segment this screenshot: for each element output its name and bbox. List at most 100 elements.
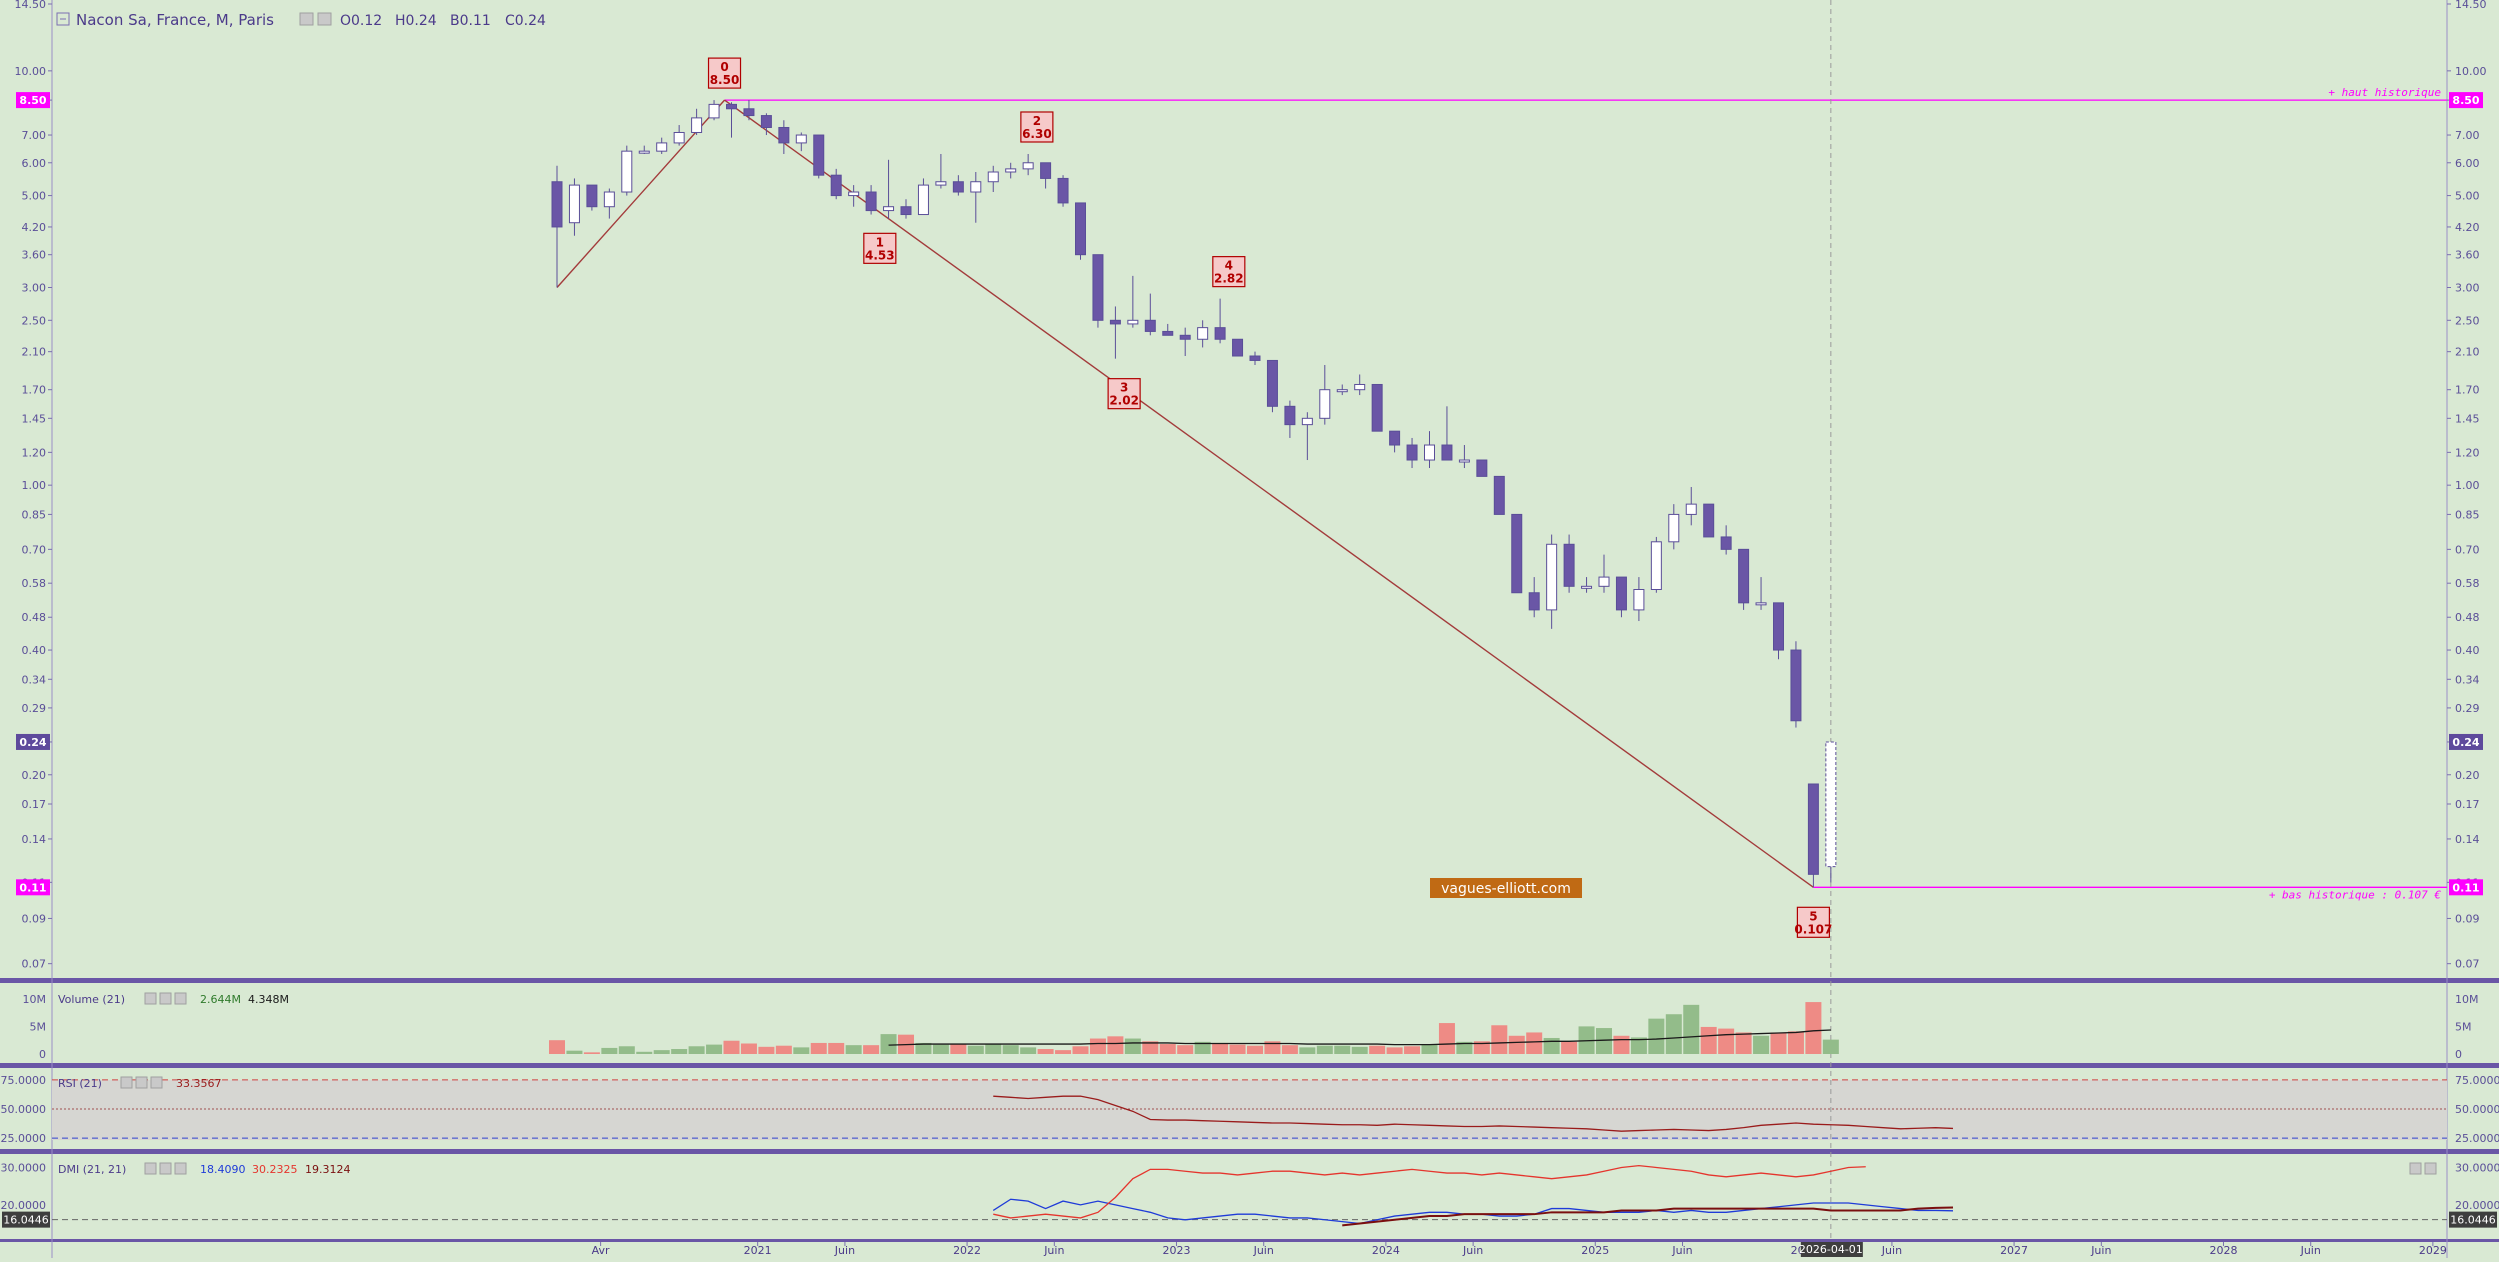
dmi-tick-left: 20.0000 bbox=[1, 1199, 47, 1212]
candle-body bbox=[1493, 475, 1505, 515]
candle bbox=[708, 100, 720, 121]
volume-bar bbox=[828, 1042, 845, 1054]
current-price-badge-right: 0.24 bbox=[2452, 736, 2479, 749]
ohlc-C: C0.24 bbox=[505, 13, 546, 29]
candle-body bbox=[1057, 177, 1069, 204]
volume-bar bbox=[1159, 1044, 1176, 1054]
time-label: 2024 bbox=[1372, 1244, 1400, 1257]
dmi-scroll-icon bbox=[2409, 1162, 2422, 1175]
dmi-scroll-icon bbox=[2424, 1162, 2437, 1175]
volume-average-value: 4.348M bbox=[248, 993, 289, 1006]
candle bbox=[883, 159, 895, 219]
time-label: 2025 bbox=[1581, 1244, 1609, 1257]
panel-separator bbox=[0, 1063, 2499, 1068]
dmi-current-badge-right-bg bbox=[2449, 1211, 2497, 1228]
wave-number: 2 bbox=[1033, 114, 1041, 128]
current-price-badge-left: 0.24 bbox=[19, 736, 46, 749]
candle bbox=[1476, 459, 1488, 477]
volume-bar bbox=[1718, 1028, 1735, 1054]
candle bbox=[1703, 503, 1715, 538]
watermark-bg bbox=[1430, 878, 1582, 898]
price-tick-label-left: 0.20 bbox=[22, 769, 47, 782]
historic-low-badge-left: 0.11 bbox=[19, 881, 46, 894]
candle-body bbox=[1650, 541, 1662, 591]
historic-high-badge-right: 8.50 bbox=[2452, 94, 2479, 107]
candle-body bbox=[917, 184, 929, 216]
ohlc-H: H0.24 bbox=[395, 13, 437, 29]
price-tick-label-left: 1.70 bbox=[22, 384, 47, 397]
candle-body bbox=[1214, 327, 1226, 340]
volume-bar bbox=[985, 1043, 1002, 1054]
volume-bar bbox=[845, 1045, 862, 1054]
volume-bar bbox=[740, 1043, 757, 1054]
candle bbox=[568, 178, 580, 236]
dmi-current-badge-left-bg bbox=[2, 1211, 50, 1228]
wave-label-box bbox=[1212, 256, 1246, 288]
candle-body bbox=[603, 191, 615, 208]
price-tick-label-left: 4.20 bbox=[22, 221, 47, 234]
candle bbox=[1825, 741, 1837, 883]
volume-bar bbox=[775, 1045, 792, 1054]
volume-bar bbox=[1037, 1049, 1054, 1054]
wave-number: 5 bbox=[1809, 909, 1817, 923]
candle-body bbox=[1075, 202, 1086, 256]
volume-bar bbox=[1334, 1045, 1351, 1054]
candle bbox=[638, 145, 650, 154]
ohlc-O: O0.12 bbox=[340, 13, 382, 29]
candle bbox=[900, 199, 912, 219]
volume-bar bbox=[1247, 1045, 1263, 1054]
candle bbox=[1424, 431, 1435, 469]
wave-label: 14.53 bbox=[863, 232, 897, 264]
volume-bar bbox=[880, 1034, 897, 1054]
candle-body bbox=[1319, 389, 1331, 419]
candle bbox=[813, 134, 825, 179]
wave-label: 42.82 bbox=[1212, 256, 1246, 288]
volume-bar bbox=[618, 1046, 635, 1054]
wave-label: 32.02 bbox=[1107, 378, 1141, 410]
price-tick-label-right: 1.00 bbox=[2455, 479, 2480, 492]
time-label: Juin bbox=[2090, 1244, 2111, 1257]
candle bbox=[970, 172, 982, 223]
time-label: 2028 bbox=[2209, 1244, 2237, 1257]
volume-bar bbox=[1281, 1045, 1298, 1054]
volume-bar bbox=[688, 1046, 705, 1054]
price-tick-label-left: 0.07 bbox=[22, 958, 47, 971]
dmi-current-badge-right: 16.0446 bbox=[2450, 1214, 2496, 1227]
candle bbox=[760, 113, 772, 136]
volume-bar bbox=[863, 1045, 880, 1054]
volume-bar bbox=[1561, 1041, 1578, 1054]
candle-body bbox=[987, 171, 999, 183]
time-label: Juin bbox=[834, 1244, 855, 1257]
wave-label-box bbox=[1020, 111, 1054, 143]
wave-number: 4 bbox=[1225, 259, 1233, 273]
volume-bar bbox=[1683, 1004, 1700, 1054]
candle-body bbox=[1162, 330, 1174, 336]
candle bbox=[1406, 437, 1418, 469]
candle bbox=[603, 188, 615, 219]
candle-body bbox=[1179, 334, 1191, 340]
volume-bar bbox=[1142, 1041, 1159, 1054]
candle-body bbox=[1790, 649, 1802, 722]
price-tick-label-right: 0.17 bbox=[2455, 798, 2480, 811]
price-tick-label-left: 1.45 bbox=[22, 412, 47, 425]
candle-body bbox=[1371, 383, 1383, 432]
candle bbox=[673, 125, 685, 146]
rsi-band bbox=[52, 1080, 2447, 1140]
volume-bar bbox=[1491, 1025, 1508, 1054]
volume-bar bbox=[1124, 1038, 1141, 1054]
volume-settings-icon bbox=[144, 992, 157, 1005]
candle bbox=[1773, 602, 1784, 660]
candle bbox=[778, 120, 790, 154]
volume-bar bbox=[601, 1047, 618, 1054]
candle-body bbox=[813, 134, 825, 176]
volume-bar bbox=[583, 1052, 600, 1054]
wave-number: 0 bbox=[720, 60, 728, 74]
price-tick-label-right: 6.00 bbox=[2455, 157, 2480, 170]
candle-body bbox=[1127, 319, 1139, 325]
price-tick-label-left: 1.20 bbox=[22, 446, 47, 459]
trend-line bbox=[724, 99, 1814, 888]
candle bbox=[848, 185, 860, 207]
time-label: Juin bbox=[1462, 1244, 1483, 1257]
time-label: Juin bbox=[1671, 1244, 1692, 1257]
